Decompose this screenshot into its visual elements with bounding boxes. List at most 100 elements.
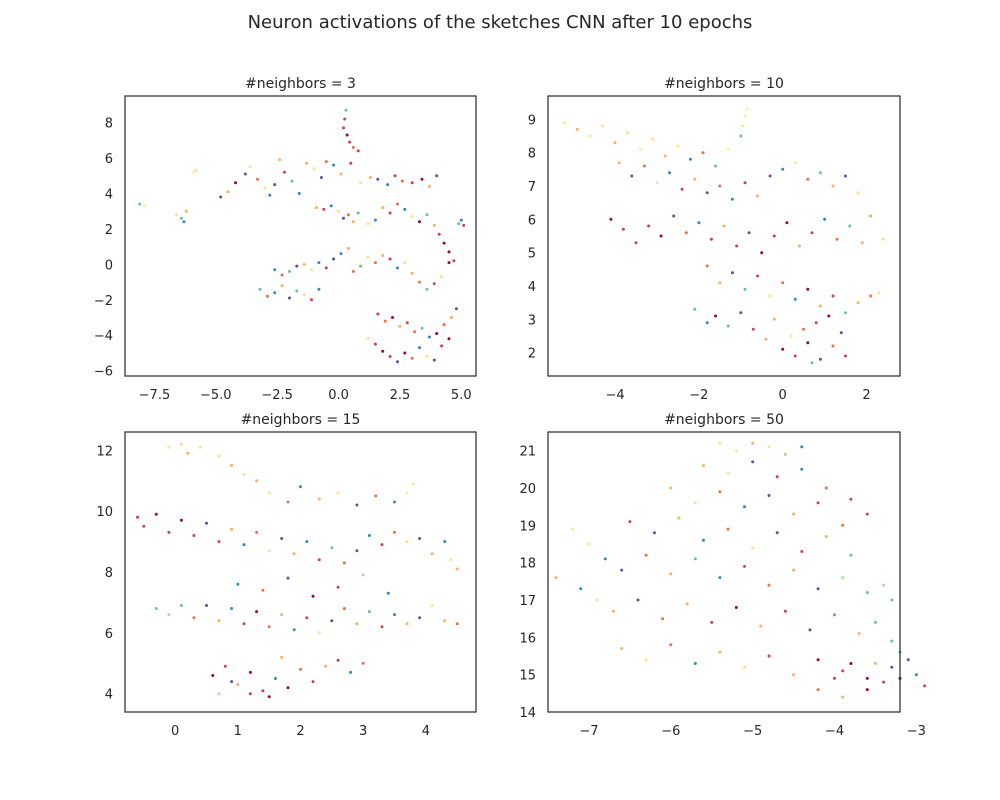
- data-point: [367, 610, 371, 614]
- data-point: [351, 269, 355, 273]
- x-tick-label: −5: [743, 724, 762, 739]
- data-point: [273, 677, 277, 680]
- data-point: [324, 160, 328, 164]
- data-point: [856, 301, 860, 305]
- x-tick-label: 0.0: [328, 388, 349, 403]
- y-tick-label: 4: [105, 688, 113, 703]
- data-point: [317, 631, 321, 635]
- data-point: [219, 195, 223, 199]
- data-point: [651, 137, 655, 141]
- data-point: [781, 281, 785, 285]
- data-point: [437, 232, 441, 236]
- figure-title: Neuron activations of the sketches CNN a…: [247, 12, 753, 33]
- data-point: [317, 497, 321, 501]
- y-tick-label: 17: [519, 594, 536, 609]
- data-point: [455, 622, 459, 626]
- data-point: [730, 271, 734, 275]
- data-point: [286, 686, 290, 690]
- data-point: [343, 117, 347, 121]
- data-point: [792, 673, 796, 677]
- data-point: [367, 534, 371, 537]
- data-point: [410, 181, 414, 185]
- data-point: [447, 250, 451, 254]
- data-point: [405, 491, 409, 495]
- data-point: [767, 494, 771, 497]
- data-point: [609, 217, 613, 221]
- data-point: [381, 349, 385, 353]
- data-point: [759, 624, 763, 628]
- data-point: [366, 222, 370, 226]
- data-point: [587, 542, 591, 546]
- data-point: [455, 567, 459, 571]
- data-point: [230, 464, 234, 467]
- data-point: [311, 680, 315, 684]
- data-point: [652, 531, 656, 535]
- data-point: [312, 167, 316, 171]
- data-point: [435, 174, 439, 178]
- data-point: [410, 215, 414, 218]
- data-point: [154, 512, 158, 516]
- data-point: [286, 500, 290, 504]
- y-tick-label: −6: [94, 365, 113, 380]
- data-point: [138, 202, 142, 206]
- data-point: [452, 259, 456, 263]
- data-point: [205, 604, 208, 607]
- data-point: [180, 216, 183, 220]
- data-point: [844, 174, 847, 178]
- data-point: [255, 610, 259, 614]
- data-point: [435, 332, 439, 335]
- data-point: [267, 625, 271, 629]
- data-point: [317, 558, 321, 562]
- data-point: [267, 695, 271, 699]
- data-point: [835, 237, 839, 241]
- data-point: [261, 588, 265, 592]
- data-point: [167, 613, 171, 617]
- data-point: [655, 181, 659, 185]
- data-point: [337, 209, 340, 213]
- axes-frame: [124, 431, 477, 713]
- data-point: [705, 264, 709, 268]
- data-point: [768, 294, 772, 298]
- data-point: [359, 264, 363, 268]
- x-tick-label: −3: [907, 724, 926, 739]
- data-point: [351, 145, 355, 149]
- data-point: [234, 181, 237, 185]
- data-point: [689, 157, 692, 161]
- data-point: [317, 261, 321, 265]
- data-point: [440, 275, 444, 279]
- data-point: [366, 337, 370, 341]
- data-point: [714, 314, 718, 318]
- data-point: [319, 176, 323, 179]
- data-point: [242, 473, 246, 477]
- data-point: [841, 669, 845, 673]
- data-point: [718, 650, 722, 654]
- data-point: [396, 360, 399, 364]
- data-point: [361, 573, 365, 577]
- data-point: [324, 664, 328, 668]
- data-point: [217, 540, 221, 544]
- data-point: [447, 337, 451, 341]
- data-point: [182, 220, 186, 224]
- data-point: [806, 287, 810, 291]
- data-point: [890, 639, 894, 643]
- data-point: [743, 564, 746, 568]
- data-point: [388, 355, 392, 358]
- data-point: [617, 161, 621, 165]
- data-point: [226, 190, 230, 194]
- data-point: [255, 479, 259, 483]
- data-point: [680, 187, 684, 191]
- x-tick-label: −2: [689, 388, 708, 403]
- x-tick-label: 1: [234, 724, 242, 739]
- data-point: [330, 546, 334, 550]
- data-point: [873, 662, 877, 665]
- y-tick-label: 2: [528, 347, 536, 362]
- data-point: [356, 149, 360, 153]
- data-point: [743, 114, 747, 118]
- scatter-panel-neighbors-10: #neighbors = 10 −4 −2 0 2 2 3 4 5 6 7 8 9: [528, 76, 901, 403]
- data-point: [914, 673, 918, 677]
- data-point: [756, 274, 759, 278]
- data-point: [818, 357, 822, 361]
- data-point: [621, 227, 625, 231]
- data-point: [393, 174, 397, 178]
